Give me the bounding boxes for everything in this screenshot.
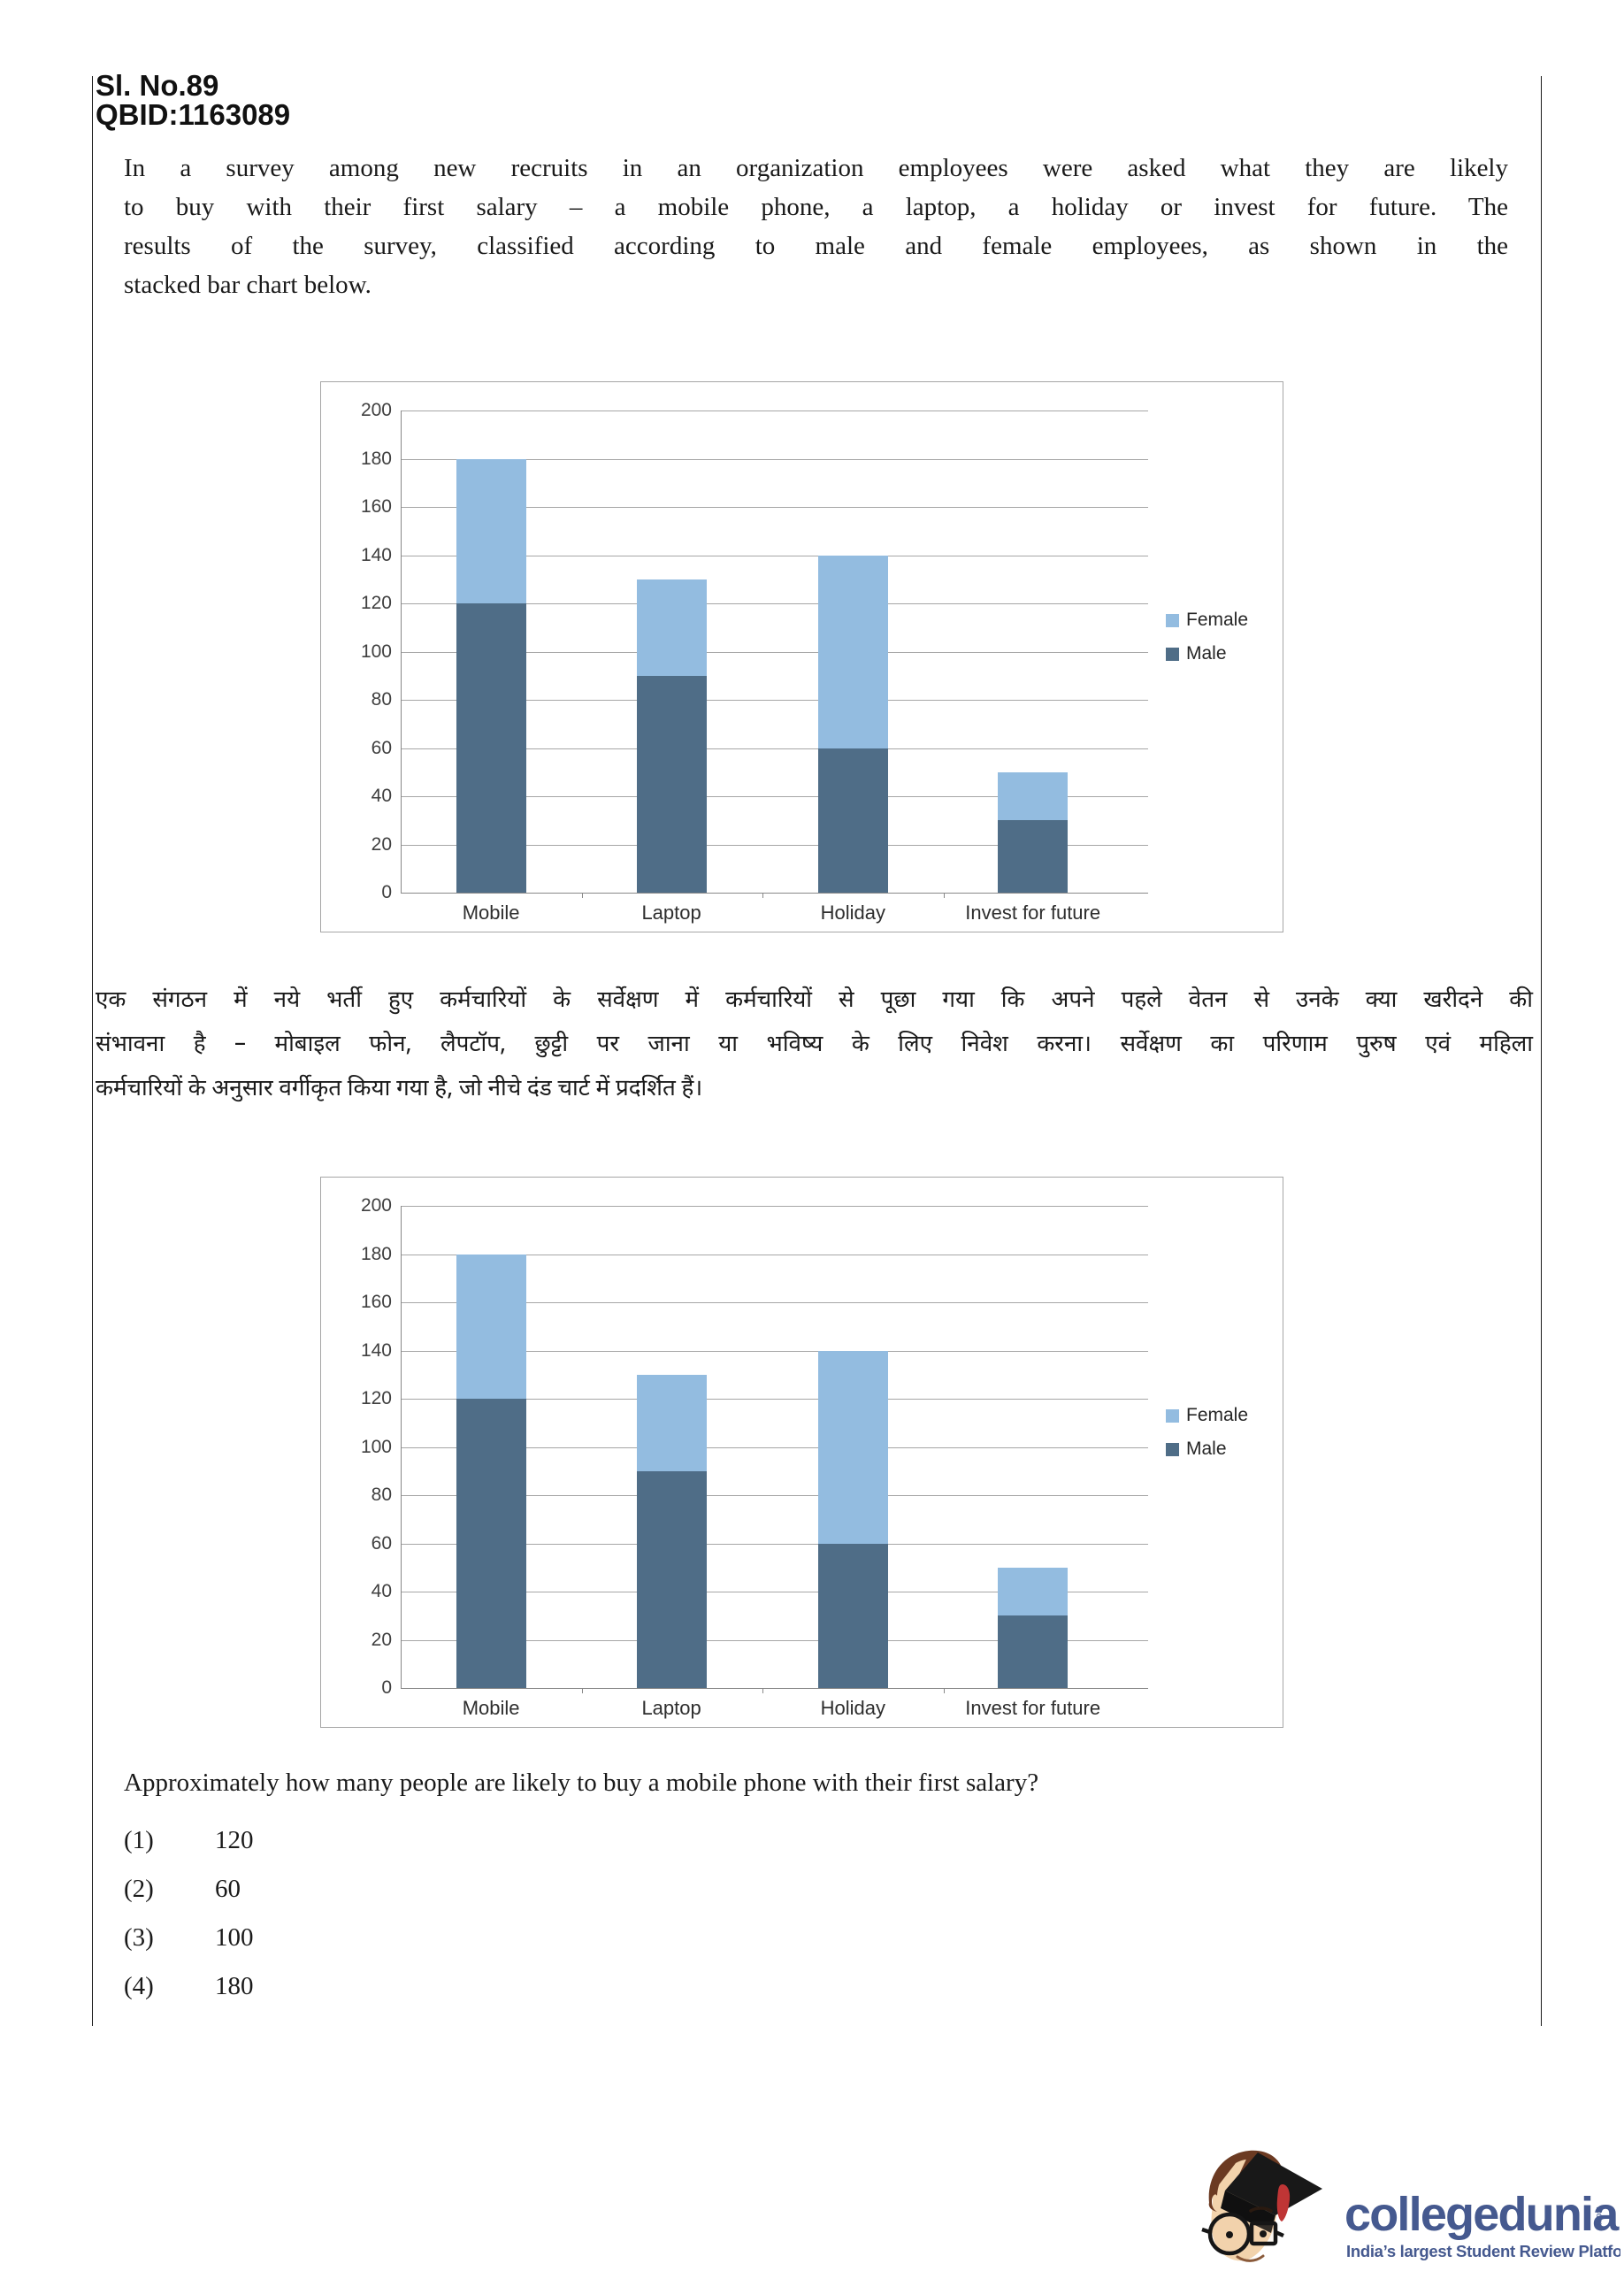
svg-text:collegedunia: collegedunia xyxy=(1344,2188,1620,2241)
svg-text:India’s largest Student Review: India’s largest Student Review Platform xyxy=(1346,2242,1620,2260)
svg-text:.com: .com xyxy=(1594,2206,1604,2226)
